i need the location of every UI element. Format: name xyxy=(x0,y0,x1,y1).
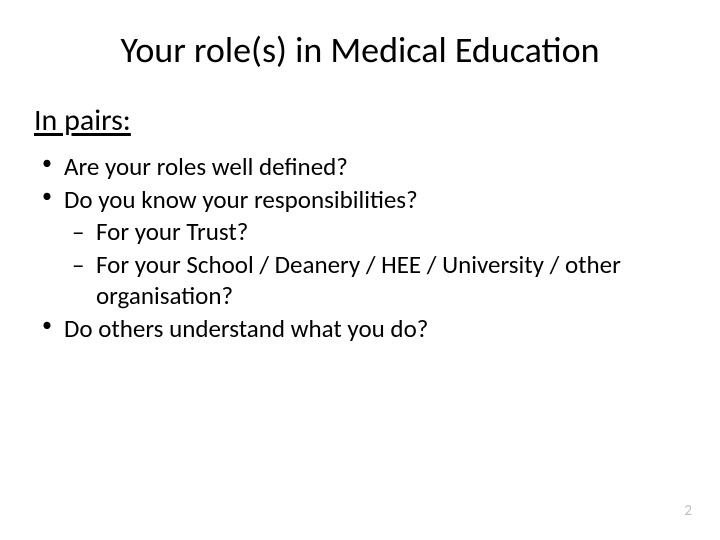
sub-bullet-item: For your Trust? xyxy=(64,216,686,247)
page-number: 2 xyxy=(684,502,692,520)
bullet-text: Do others understand what you do? xyxy=(64,313,428,344)
sub-bullet-list: For your Trust? For your School / Deaner… xyxy=(64,216,686,312)
sub-bullet-item: For your School / Deanery / HEE / Univer… xyxy=(64,249,686,312)
bullet-text: Are your roles well defined? xyxy=(64,151,348,182)
bullet-item: Are your roles well defined? xyxy=(34,151,686,182)
sub-bullet-text: For your Trust? xyxy=(96,216,248,247)
slide-title: Your role(s) in Medical Education xyxy=(34,28,686,72)
sub-bullet-text: For your School / Deanery / HEE / Univer… xyxy=(96,249,621,311)
bullet-list: Are your roles well defined? Do you know… xyxy=(34,151,686,345)
bullet-item: Do others understand what you do? xyxy=(34,313,686,344)
bullet-text: Do you know your responsibilities? xyxy=(64,184,418,215)
slide-container: Your role(s) in Medical Education In pai… xyxy=(0,0,720,540)
bullet-item: Do you know your responsibilities? For y… xyxy=(34,184,686,311)
slide-subtitle: In pairs: xyxy=(34,102,686,139)
